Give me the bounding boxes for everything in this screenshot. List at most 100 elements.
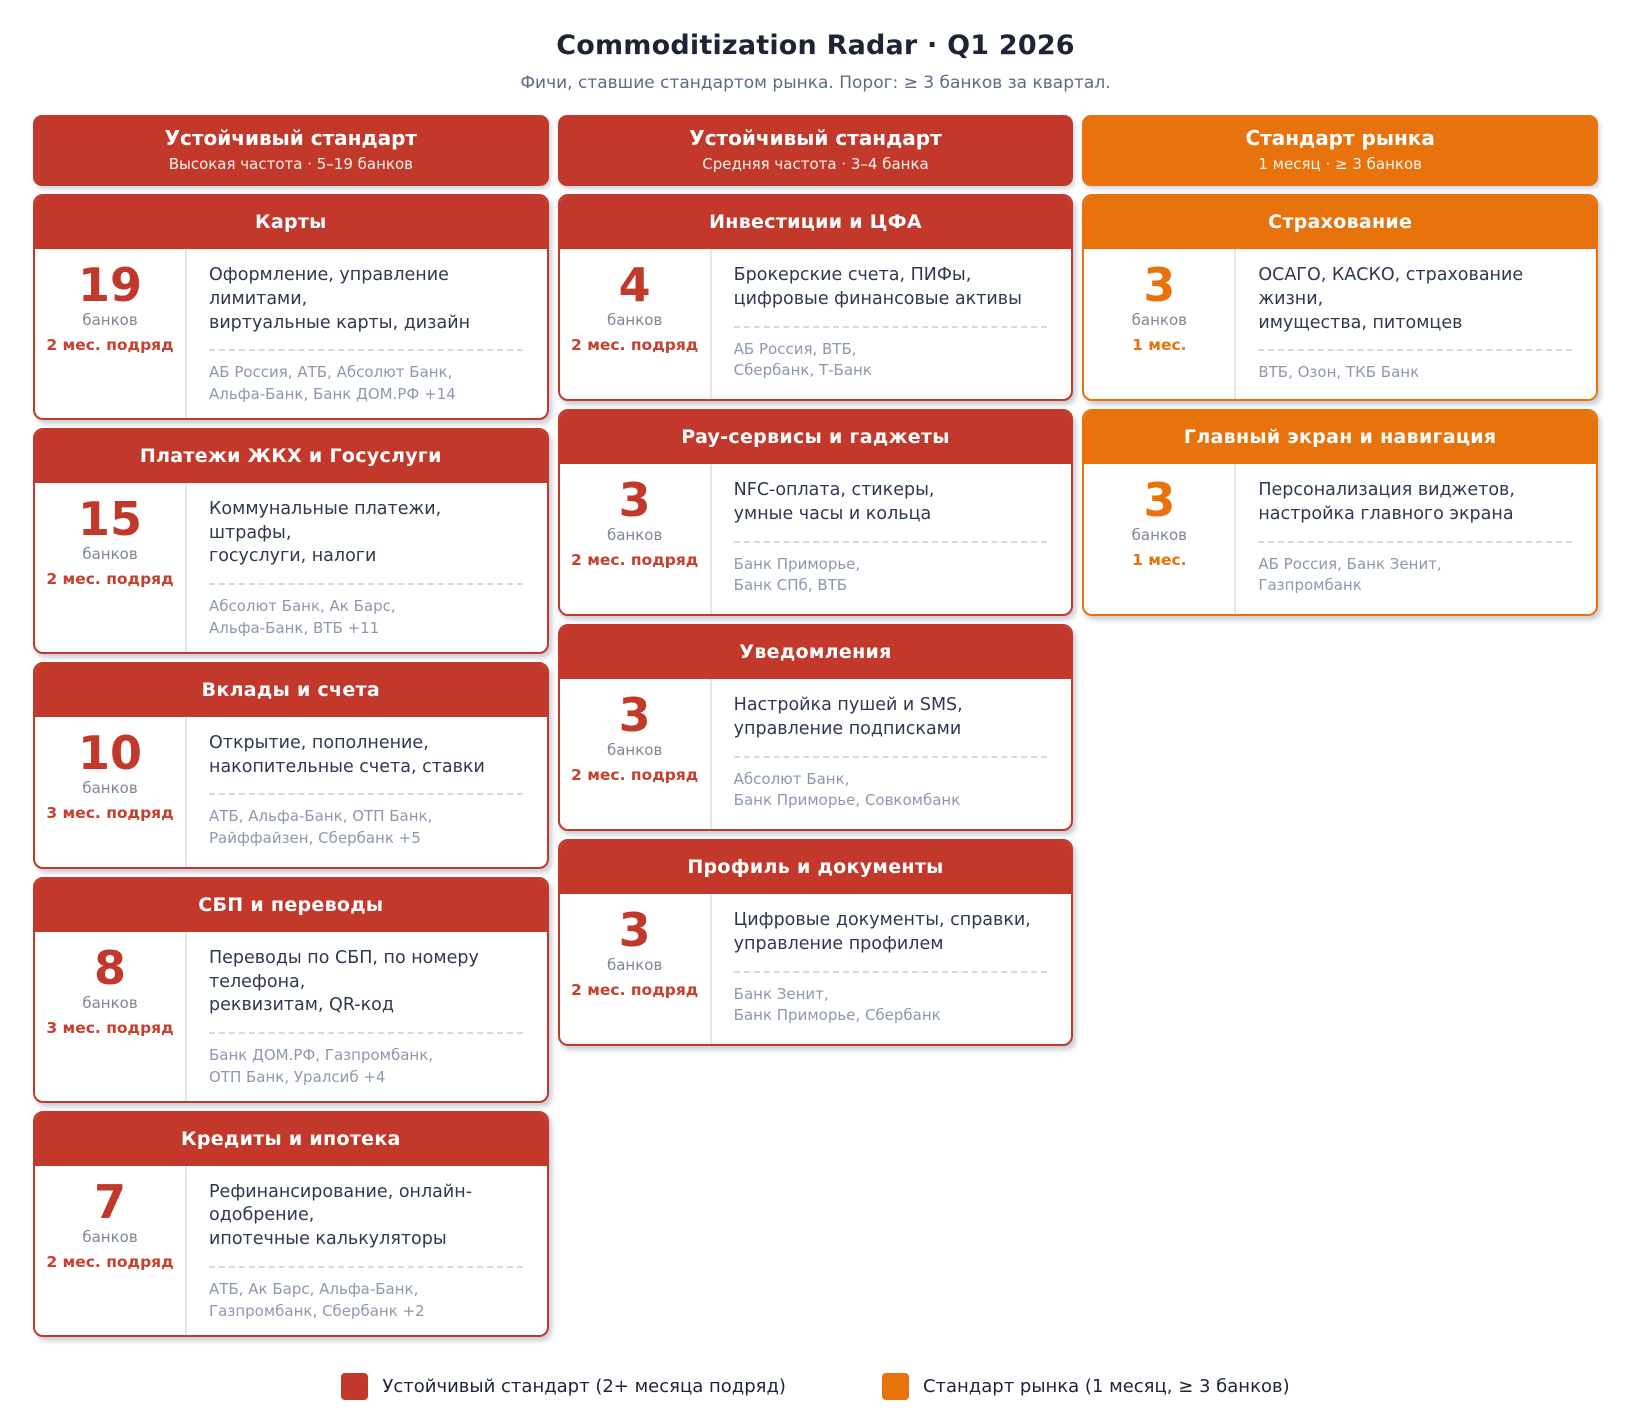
bank-count-label: банков — [606, 526, 663, 544]
card-text: Открытие, пополнение, накопительные счет… — [185, 716, 547, 867]
bank-count: 3 — [618, 903, 651, 957]
card-body: 19 банков 2 мес. подряд Оформление, упра… — [35, 249, 547, 418]
bank-count-label: банков — [606, 956, 663, 974]
card-title: Кредиты и ипотека — [35, 1112, 547, 1166]
feature-description: Цифровые документы, справки, управление … — [733, 910, 1031, 954]
card-body: 4 банков 2 мес. подряд Брокерские счета,… — [560, 249, 1072, 399]
feature-description: NFC-оплата, стикеры, умные часы и кольца — [733, 480, 935, 524]
card-title: Инвестиции и ЦФА — [559, 196, 1072, 249]
feature-card-sbp-transfers: СБП и переводы 8 банков 3 мес. подряд Пе… — [33, 876, 549, 1103]
bank-count: 3 — [618, 688, 651, 742]
card-body: 15 банков 2 мес. подряд Коммунальные пла… — [35, 482, 547, 652]
titlebar: Commoditization Radar · Q1 2026 Фичи, ст… — [33, 30, 1598, 93]
column-title: Устойчивый стандарт — [689, 126, 942, 150]
bank-count: 19 — [77, 258, 142, 312]
feature-card-pay-services: Pay-сервисы и гаджеты 3 банков 2 мес. по… — [557, 409, 1074, 616]
card-text: Настройка пушей и SMS, управление подпис… — [709, 679, 1072, 829]
streak-label: 2 мес. подряд — [571, 981, 699, 999]
dashed-divider — [209, 1032, 523, 1035]
feature-card-insurance: Страхование 3 банков 1 мес. ОСАГО, КАСКО… — [1082, 194, 1598, 401]
bank-count: 4 — [618, 258, 651, 312]
card-stat: 3 банков 2 мес. подряд — [560, 679, 710, 829]
streak-label: 2 мес. подряд — [46, 336, 174, 354]
dashed-divider — [733, 970, 1048, 973]
feature-description: ОСАГО, КАСКО, страхование жизни, имущест… — [1258, 265, 1524, 333]
column-subtitle: Высокая частота · 5–19 банков — [168, 155, 413, 173]
streak-label: 3 мес. подряд — [46, 803, 174, 822]
dashed-divider — [1258, 349, 1572, 352]
column-title: Стандарт рынка — [1245, 126, 1435, 150]
card-title: Pay-сервисы и гаджеты — [559, 411, 1072, 464]
feature-card-loans-mortgage: Кредиты и ипотека 7 банков 2 мес. подряд… — [33, 1110, 549, 1337]
card-title: Страхование — [1084, 196, 1596, 249]
feature-card-home-screen: Главный экран и навигация 3 банков 1 мес… — [1082, 409, 1598, 616]
card-title: Главный экран и навигация — [1084, 411, 1596, 464]
card-text: Брокерские счета, ПИФы, цифровые финансо… — [709, 249, 1072, 399]
card-body: 3 банков 2 мес. подряд NFC-оплата, стике… — [560, 464, 1072, 614]
page-subtitle: Фичи, ставшие стандартом рынка. Порог: ≥… — [520, 73, 1111, 93]
radar-board: Устойчивый стандарт Высокая частота · 5–… — [33, 115, 1598, 1345]
card-title: Платежи ЖКХ и Госуслуги — [35, 429, 547, 483]
feature-card-profile-documents: Профиль и документы 3 банков 2 мес. подр… — [557, 839, 1074, 1046]
column-medium-frequency: Устойчивый стандарт Средняя частота · 3–… — [557, 115, 1074, 1054]
legend-label: Стандарт рынка (1 месяц, ≥ 3 банков) — [922, 1375, 1290, 1397]
streak-label: 2 мес. подряд — [46, 569, 174, 588]
dashed-divider — [733, 540, 1048, 543]
card-text: Персонализация виджетов, настройка главн… — [1234, 464, 1596, 614]
card-text: Рефинансирование, онлайн-одобрение, ипот… — [185, 1165, 547, 1335]
bank-list: АБ Россия, АТБ, Абсолют Банк, Альфа-Банк… — [209, 363, 456, 404]
legend-swatch-orange — [881, 1372, 909, 1400]
feature-description: Рефинансирование, онлайн-одобрение, ипот… — [209, 1181, 473, 1250]
feature-description: Оформление, управление лимитами, виртуал… — [209, 265, 471, 333]
bank-count: 8 — [93, 940, 126, 995]
card-body: 3 банков 1 мес. ОСАГО, КАСКО, страховани… — [1084, 249, 1596, 399]
column-high-frequency: Устойчивый стандарт Высокая частота · 5–… — [33, 115, 549, 1345]
card-body: 3 банков 1 мес. Персонализация виджетов,… — [1084, 464, 1596, 614]
card-stat: 3 банков 1 мес. — [1084, 249, 1234, 399]
feature-card-investments: Инвестиции и ЦФА 4 банков 2 мес. подряд … — [557, 194, 1074, 401]
bank-list: Абсолют Банк, Банк Приморье, Совкомбанк — [733, 769, 961, 810]
card-text: Цифровые документы, справки, управление … — [709, 894, 1072, 1044]
card-text: Переводы по СБП, по номеру телефона, рек… — [185, 931, 547, 1101]
card-title: Карты — [35, 196, 547, 249]
legend: Устойчивый стандарт (2+ месяца подряд) С… — [33, 1372, 1598, 1400]
feature-description: Открытие, пополнение, накопительные счет… — [209, 732, 485, 777]
column-header-medium-frequency: Устойчивый стандарт Средняя частота · 3–… — [557, 115, 1074, 186]
card-stat: 4 банков 2 мес. подряд — [560, 249, 710, 399]
card-title: Вклады и счета — [35, 663, 547, 717]
bank-count-label: банков — [82, 993, 138, 1012]
dashed-divider — [733, 755, 1048, 758]
bank-count-label: банков — [82, 1227, 138, 1246]
feature-card-utilities: Платежи ЖКХ и Госуслуги 15 банков 2 мес.… — [33, 427, 549, 654]
card-stat: 8 банков 3 мес. подряд — [35, 932, 185, 1101]
bank-count: 15 — [77, 491, 142, 546]
feature-card-notifications: Уведомления 3 банков 2 мес. подряд Настр… — [557, 624, 1074, 831]
feature-description: Персонализация виджетов, настройка главн… — [1258, 480, 1515, 524]
feature-description: Брокерские счета, ПИФы, цифровые финансо… — [733, 265, 1022, 309]
dashed-divider — [733, 325, 1048, 328]
bank-count-label: банков — [82, 311, 138, 329]
card-stat: 3 банков 2 мес. подряд — [560, 894, 710, 1044]
bank-count-label: банков — [606, 311, 663, 329]
card-stat: 10 банков 3 мес. подряд — [35, 717, 185, 867]
bank-count-label: банков — [606, 741, 663, 759]
bank-list: АТБ, Альфа-Банк, ОТП Банк, Райффайзен, С… — [209, 807, 433, 848]
legend-label: Устойчивый стандарт (2+ месяца подряд) — [382, 1375, 786, 1397]
streak-label: 3 мес. подряд — [46, 1018, 174, 1037]
column-header-market-standard: Стандарт рынка 1 месяц · ≥ 3 банков — [1082, 115, 1598, 186]
bank-count: 3 — [1143, 473, 1176, 527]
card-stat: 15 банков 2 мес. подряд — [35, 483, 185, 652]
bank-count: 3 — [618, 473, 651, 527]
legend-swatch-red — [341, 1372, 369, 1400]
card-stat: 3 банков 1 мес. — [1084, 464, 1234, 614]
feature-description: Коммунальные платежи, штрафы, госуслуги,… — [209, 498, 442, 567]
bank-list: Банк Приморье, Банк СПб, ВТБ — [733, 554, 861, 595]
card-text: NFC-оплата, стикеры, умные часы и кольца… — [709, 464, 1072, 614]
card-body: 8 банков 3 мес. подряд Переводы по СБП, … — [35, 931, 547, 1101]
page-title: Commoditization Radar · Q1 2026 — [556, 30, 1075, 61]
column-subtitle: 1 месяц · ≥ 3 банков — [1258, 155, 1422, 173]
legend-item-sustained-standard: Устойчивый стандарт (2+ месяца подряд) — [341, 1372, 786, 1400]
dashed-divider — [209, 1266, 523, 1269]
card-stat: 7 банков 2 мес. подряд — [35, 1166, 185, 1335]
dashed-divider — [209, 349, 523, 352]
